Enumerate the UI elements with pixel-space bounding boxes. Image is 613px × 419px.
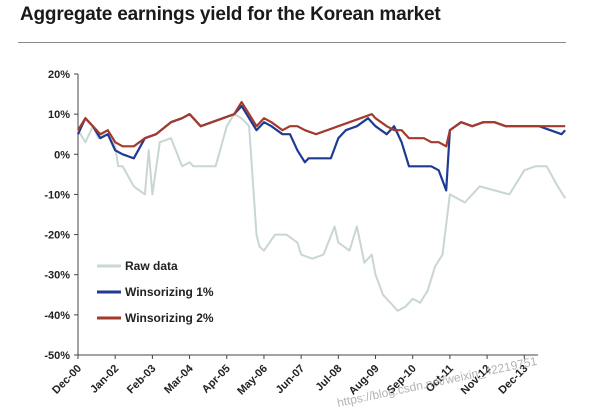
page-title: Aggregate earnings yield for the Korean … <box>20 4 441 25</box>
y-tick-label: -10% <box>44 189 70 201</box>
y-tick-label: -30% <box>44 270 70 282</box>
x-tick-label: Jul-08 <box>313 363 344 394</box>
x-tick-label: Jun-07 <box>274 363 308 397</box>
x-tick-label: Mar-04 <box>162 362 196 396</box>
legend-label: Winsorizing 1% <box>125 285 214 299</box>
legend: Raw data Winsorizing 1% Winsorizing 2% <box>97 259 214 325</box>
y-tick-label: -50% <box>44 350 70 362</box>
x-tick-label: May-06 <box>235 363 270 398</box>
x-tick-label: Jan-02 <box>88 363 121 396</box>
legend-label: Raw data <box>125 259 178 273</box>
y-tick-label: -20% <box>44 230 70 242</box>
y-axis-ticks: 20% 10% 0% -10% -20% -30% -40% -50% <box>44 69 78 362</box>
y-tick-label: 10% <box>48 109 70 121</box>
legend-label: Winsorizing 2% <box>125 311 214 325</box>
y-tick-label: 0% <box>54 149 70 161</box>
series-lines <box>77 100 567 312</box>
y-tick-label: 20% <box>48 69 70 81</box>
axis-lines <box>77 74 538 356</box>
x-tick-label: Apr-05 <box>200 363 233 396</box>
x-tick-label: Feb-03 <box>125 363 159 397</box>
y-tick-label: -40% <box>44 310 70 322</box>
x-tick-label: Dec-00 <box>50 363 84 397</box>
title-divider <box>18 42 566 43</box>
series-line-raw-data <box>77 113 567 312</box>
series-line-winsorizing-2- <box>77 100 566 148</box>
